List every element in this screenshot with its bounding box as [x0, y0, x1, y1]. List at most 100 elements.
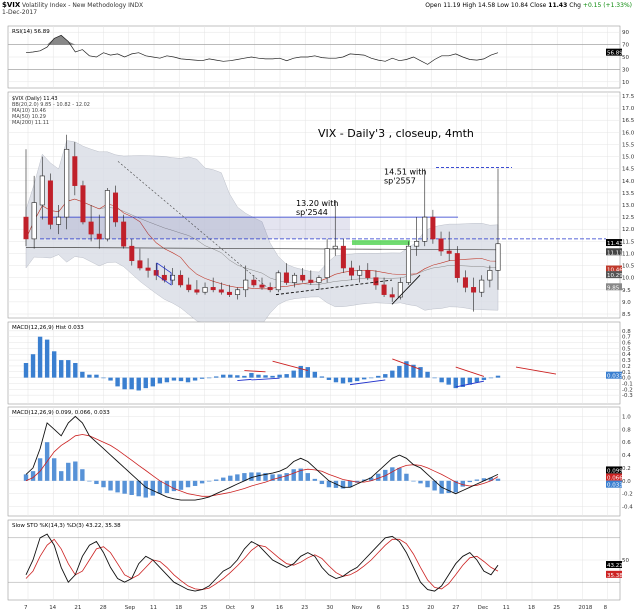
- x-axis-label: Oct: [226, 605, 236, 611]
- hist-bar: [404, 361, 409, 378]
- hist-bar: [411, 364, 416, 378]
- candle: [324, 248, 330, 278]
- price-value-tag-bg: [606, 248, 622, 256]
- x-axis-label: 6: [377, 605, 381, 611]
- sto-tick-label: 50: [622, 558, 629, 564]
- bollinger-band: [25, 140, 499, 333]
- macd-hist-bar: [59, 471, 64, 481]
- hist-bar: [221, 374, 226, 378]
- divergence-line: [272, 360, 308, 372]
- candle: [56, 216, 62, 225]
- price-tick-label: 11.5: [622, 239, 635, 245]
- x-axis-label: 14: [49, 605, 56, 611]
- macd-hist-bar: [51, 458, 57, 481]
- candle: [454, 253, 460, 278]
- macd-value-tag: 0.099: [607, 468, 623, 474]
- candle: [104, 190, 110, 240]
- price-legend: MA(10) 10.46: [12, 108, 46, 114]
- candle: [462, 277, 468, 288]
- hist-bar: [368, 377, 374, 379]
- x-axis-label: 27: [452, 605, 459, 611]
- hist-bar: [235, 375, 240, 378]
- rsi-tick-label: 70: [622, 43, 629, 49]
- hist-bar: [66, 360, 71, 378]
- candle: [64, 148, 70, 218]
- price-tick-label: 10.5: [622, 264, 635, 270]
- sto-legend: Slow STO %K(14,3) %D(3) 43.22, 35.38: [12, 523, 121, 529]
- open-value: 11.19: [443, 2, 461, 9]
- candle: [210, 287, 216, 291]
- price-tick-label: 17.5: [622, 94, 635, 100]
- candle: [186, 284, 192, 291]
- x-axis-label: 25: [553, 605, 560, 611]
- macd-hist-tick-label: -0.2: [622, 387, 633, 393]
- hist-bar: [242, 375, 247, 378]
- macd-signal-line: [25, 434, 499, 497]
- macd-tick-label: 0.0: [622, 479, 631, 485]
- hist-bar: [467, 377, 473, 385]
- macd-hist-bar: [340, 480, 346, 489]
- rsi-legend: RSI(14) 56.89: [12, 29, 50, 35]
- rsi-tick-label: 10: [622, 80, 629, 86]
- x-axis-label: 16: [276, 605, 283, 611]
- candle: [251, 279, 257, 286]
- hist-bar: [298, 365, 303, 378]
- macd-hist-bar: [242, 473, 247, 481]
- candle: [121, 221, 127, 247]
- price-value-tag: 11.43: [607, 241, 623, 247]
- candle: [349, 267, 355, 276]
- macd-hist-bar: [376, 473, 381, 481]
- rsi-overbought-fill: [26, 35, 498, 45]
- hist-bar: [432, 377, 437, 379]
- hist-bar: [115, 377, 120, 387]
- macd-hist-panel: [7, 321, 621, 405]
- trend-line: [117, 161, 271, 291]
- macd-hist-value-tag: 0.033: [607, 374, 623, 380]
- macd-hist-bar: [298, 468, 303, 481]
- price-value-tag: 9.85: [607, 285, 620, 291]
- macd-hist-bar: [122, 480, 127, 494]
- candle: [235, 289, 241, 295]
- hist-bar: [270, 375, 275, 378]
- annotation-label: 13.20 with: [296, 199, 338, 208]
- candle: [316, 277, 322, 283]
- hist-bar: [474, 377, 480, 383]
- ma200-line: [25, 247, 499, 251]
- macd-hist-tick-label: 0.3: [622, 358, 631, 364]
- x-axis-label: 7: [24, 605, 28, 611]
- macd-hist-bar: [368, 477, 374, 481]
- hist-bar: [418, 367, 423, 378]
- hist-bar: [354, 377, 360, 382]
- hist-bar: [192, 377, 198, 381]
- macd-tick-label: 0.8: [622, 427, 631, 433]
- rsi-tick-label: 90: [622, 30, 629, 36]
- rsi-value-tag-bg: [606, 48, 622, 56]
- candle: [446, 250, 452, 254]
- price-value-tag-bg: [606, 265, 622, 273]
- price-value-tag: 10.29: [607, 273, 623, 279]
- macd-value-tag-bg: [606, 480, 622, 488]
- price-value-tag-bg: [606, 239, 622, 247]
- macd-hist-legend: MACD(12,26,9) Hist 0.033: [12, 325, 84, 331]
- hist-bar: [122, 377, 127, 390]
- price-tick-label: 16.5: [622, 118, 635, 124]
- hist-bar: [439, 377, 444, 383]
- x-axis-label: 11: [503, 605, 510, 611]
- green-zone: [352, 240, 410, 245]
- hist-bar: [171, 377, 177, 381]
- bb-midline: [25, 198, 499, 285]
- macd-value-tag-bg: [606, 466, 622, 474]
- hist-bar: [495, 375, 501, 378]
- hist-bar: [23, 363, 29, 378]
- candle: [145, 267, 151, 271]
- close-value: 11.43: [548, 2, 568, 9]
- macd-hist-bar: [270, 474, 275, 481]
- macd-hist-bar: [164, 480, 170, 494]
- hist-bar: [80, 371, 85, 378]
- macd-tick-label: -0.4: [622, 505, 633, 511]
- macd-hist-bar: [495, 478, 501, 481]
- macd-hist-bar: [291, 469, 296, 481]
- macd-hist-bar: [199, 480, 205, 484]
- x-axis-label: 30: [326, 605, 333, 611]
